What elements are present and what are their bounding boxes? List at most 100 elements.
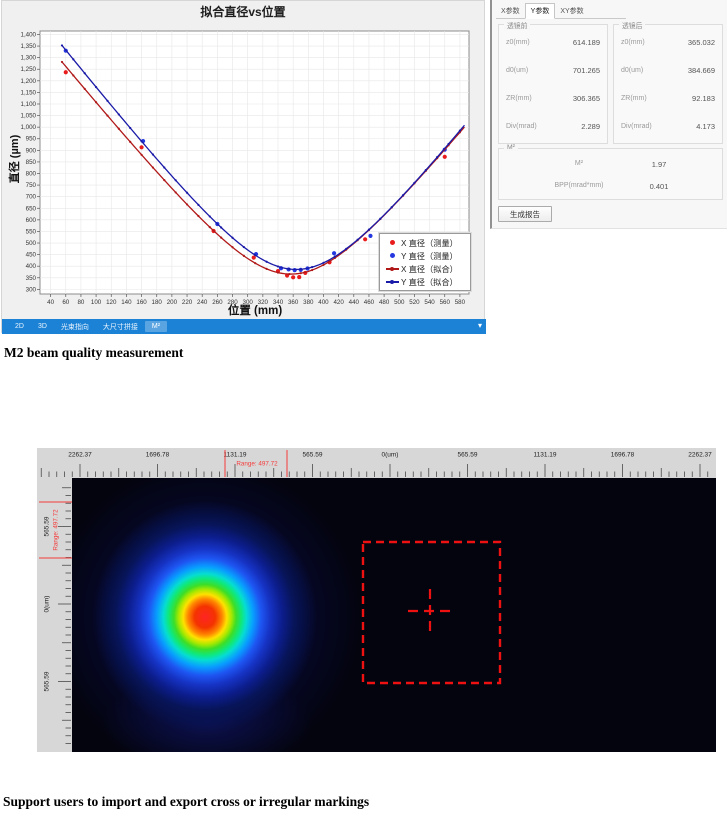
marking-overlay bbox=[361, 540, 502, 685]
marking-square[interactable] bbox=[361, 540, 502, 685]
tab-large-stitching[interactable]: 大尺寸拼接 bbox=[102, 323, 138, 331]
chart-title: 拟合直径vs位置 bbox=[200, 5, 286, 19]
m2-chart-window: 拟合直径vs位置 40 60 80 100 120 140 160 180 200 220 240 2… bbox=[1, 0, 486, 334]
svg-text:2262.37: 2262.37 bbox=[68, 452, 92, 459]
group-title: M² bbox=[504, 144, 518, 151]
param-row: Div(mrad) 2.289 bbox=[499, 112, 607, 140]
svg-text:60: 60 bbox=[62, 299, 69, 306]
legend-label: X 直径（拟合） bbox=[401, 264, 458, 274]
legend-entry: X 直径（测量） bbox=[385, 236, 470, 249]
param-row: ZR(mm) 306.365 bbox=[499, 84, 607, 112]
beam-profile-view: 2262.37 1696.78 1131.19 565.59 0(um) 565.59 11… bbox=[37, 448, 716, 752]
param-row: ZR(mm) 92.183 bbox=[614, 84, 722, 112]
svg-text:Range: 497.72: Range: 497.72 bbox=[236, 461, 278, 468]
tab-y-params[interactable]: Y参数 bbox=[524, 3, 556, 19]
svg-text:800: 800 bbox=[26, 171, 37, 178]
view-mode-tab-bar: 2D 3D 光束指向 大尺寸拼接 M² ▾ bbox=[2, 319, 486, 334]
param-label: Div(mrad) bbox=[621, 122, 652, 130]
param-row: Div(mrad) 4.173 bbox=[614, 112, 722, 140]
svg-text:100: 100 bbox=[91, 299, 102, 306]
svg-text:1,400: 1,400 bbox=[21, 31, 37, 38]
svg-text:320: 320 bbox=[258, 299, 269, 306]
param-row: z0(mm) 614.189 bbox=[499, 28, 607, 56]
tab-beam-pointing[interactable]: 光束指向 bbox=[60, 323, 89, 331]
svg-text:565.59: 565.59 bbox=[44, 516, 51, 536]
legend-label: Y 直径（拟合） bbox=[401, 277, 458, 287]
legend-marker-x-fit-icon bbox=[385, 266, 399, 271]
svg-text:0(um): 0(um) bbox=[44, 596, 51, 613]
svg-text:360: 360 bbox=[288, 299, 299, 306]
group-title: 透镜前 bbox=[504, 20, 531, 30]
tab-m2[interactable]: M² bbox=[144, 321, 168, 332]
svg-text:300: 300 bbox=[26, 286, 37, 293]
param-row: d0(um) 701.265 bbox=[499, 56, 607, 84]
param-label: d0(um) bbox=[506, 66, 529, 74]
fit-diameter-vs-position-chart: 40 60 80 100 120 140 160 180 200 220 240 260 280 300 3… bbox=[21, 30, 470, 306]
svg-text:1,100: 1,100 bbox=[21, 101, 37, 108]
legend-label: X 直径（测量） bbox=[401, 238, 458, 248]
svg-text:300: 300 bbox=[243, 299, 254, 306]
svg-text:0(um): 0(um) bbox=[382, 452, 399, 459]
svg-text:1,050: 1,050 bbox=[21, 113, 37, 120]
param-value: 4.173 bbox=[696, 121, 715, 131]
svg-text:580: 580 bbox=[455, 299, 466, 306]
collapse-arrow-icon[interactable]: ▾ bbox=[477, 321, 482, 330]
tab-3d[interactable]: 3D bbox=[37, 323, 47, 330]
param-value: 384.669 bbox=[687, 65, 715, 75]
param-value: 365.032 bbox=[687, 37, 715, 47]
svg-text:1,350: 1,350 bbox=[21, 43, 37, 50]
svg-text:1,300: 1,300 bbox=[21, 55, 37, 62]
svg-text:550: 550 bbox=[26, 228, 37, 235]
param-label: Div(mrad) bbox=[506, 122, 537, 130]
svg-text:240: 240 bbox=[197, 299, 208, 306]
m2-params-panel: X参数 Y参数 XY参数 透镜前 z0(mm) 614.189 d0(um) 7… bbox=[490, 0, 727, 229]
before-lens-group: 透镜前 z0(mm) 614.189 d0(um) 701.265 ZR(mm)… bbox=[498, 20, 608, 144]
svg-text:500: 500 bbox=[394, 299, 405, 306]
y-axis-label: 直径 (µm) bbox=[9, 134, 21, 184]
svg-text:400: 400 bbox=[318, 299, 329, 306]
svg-text:200: 200 bbox=[167, 299, 178, 306]
param-value: 1.97 bbox=[651, 160, 667, 169]
param-value: 306.365 bbox=[572, 93, 600, 103]
svg-text:Range: 497.72: Range: 497.72 bbox=[53, 509, 60, 551]
chart-legend: X 直径（测量） Y 直径（测量） X 直径（拟合） Y 直径（拟合） bbox=[378, 232, 472, 292]
svg-text:950: 950 bbox=[26, 136, 37, 143]
tab-2d[interactable]: 2D bbox=[15, 323, 24, 330]
beam-spot bbox=[90, 497, 320, 737]
param-value: 92.183 bbox=[692, 93, 715, 103]
after-lens-group: 透镜后 z0(mm) 365.032 d0(um) 384.669 ZR(mm)… bbox=[613, 20, 723, 144]
svg-text:80: 80 bbox=[77, 299, 84, 306]
param-row: M² 1.97 bbox=[499, 154, 722, 176]
tab-xy-params[interactable]: XY参数 bbox=[560, 8, 584, 15]
param-value: 2.289 bbox=[581, 121, 600, 131]
svg-text:160: 160 bbox=[136, 299, 147, 306]
svg-text:380: 380 bbox=[303, 299, 314, 306]
svg-text:40: 40 bbox=[47, 299, 54, 306]
svg-text:2262.37: 2262.37 bbox=[688, 452, 712, 459]
tab-x-params[interactable]: X参数 bbox=[501, 8, 520, 15]
caption-markings: Support users to import and export cross… bbox=[3, 794, 370, 809]
svg-text:450: 450 bbox=[26, 252, 37, 259]
svg-text:340: 340 bbox=[273, 299, 284, 306]
caption-m2: M2 beam quality measurement bbox=[4, 345, 184, 360]
param-value: 614.189 bbox=[572, 37, 600, 47]
param-row: z0(mm) 365.032 bbox=[614, 28, 722, 56]
svg-text:560: 560 bbox=[440, 299, 451, 306]
param-label: z0(mm) bbox=[621, 38, 645, 46]
legend-entry: Y 直径（测量） bbox=[385, 249, 470, 262]
param-label: M² bbox=[574, 160, 584, 167]
svg-text:1,200: 1,200 bbox=[21, 78, 37, 85]
param-row: BPP(mrad*mm) 0.401 bbox=[499, 176, 722, 198]
legend-marker-y-measured-icon bbox=[385, 253, 399, 258]
svg-text:350: 350 bbox=[26, 275, 37, 282]
svg-text:500: 500 bbox=[26, 240, 37, 247]
generate-report-button[interactable]: 生成报告 bbox=[498, 206, 552, 222]
svg-text:460: 460 bbox=[364, 299, 375, 306]
x-axis-label: 位置 (mm) bbox=[227, 305, 283, 317]
svg-text:480: 480 bbox=[379, 299, 390, 306]
svg-text:850: 850 bbox=[26, 159, 37, 166]
legend-entry: Y 直径（拟合） bbox=[385, 275, 470, 288]
param-label: BPP(mrad*mm) bbox=[554, 182, 604, 189]
svg-text:280: 280 bbox=[227, 299, 238, 306]
